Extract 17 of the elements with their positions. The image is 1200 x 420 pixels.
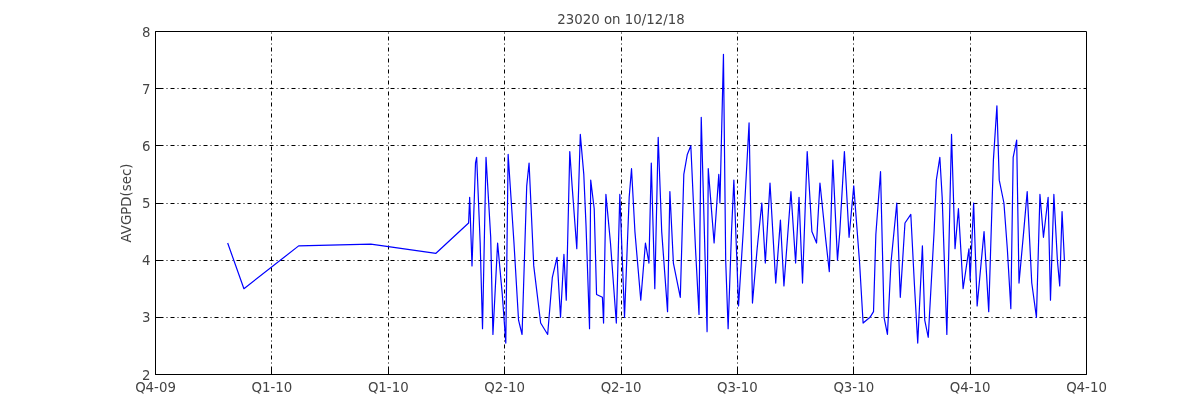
x-tick-label: Q4-10 bbox=[949, 379, 991, 395]
y-tick-label: 5 bbox=[142, 196, 151, 211]
y-tick-label: 3 bbox=[142, 310, 151, 326]
y-tick-label: 8 bbox=[142, 24, 151, 40]
chart-title: 23020 on 10/12/18 bbox=[557, 11, 685, 27]
y-tick-label: 4 bbox=[142, 253, 151, 269]
x-tick-label: Q2-10 bbox=[600, 379, 642, 395]
x-tick-label: Q1-10 bbox=[367, 379, 409, 395]
x-tick-label: Q2-10 bbox=[484, 379, 526, 395]
y-tick-label: 6 bbox=[142, 138, 151, 154]
x-tick-label: Q4-10 bbox=[1066, 379, 1107, 395]
y-axis-title: AVGPD(sec) bbox=[119, 163, 135, 243]
x-tick-label: Q3-10 bbox=[717, 379, 758, 395]
y-tick-label: 7 bbox=[142, 81, 151, 97]
x-tick-label: Q3-10 bbox=[833, 379, 875, 395]
x-tick-label: Q1-10 bbox=[251, 379, 293, 395]
line-series bbox=[227, 53, 1065, 344]
